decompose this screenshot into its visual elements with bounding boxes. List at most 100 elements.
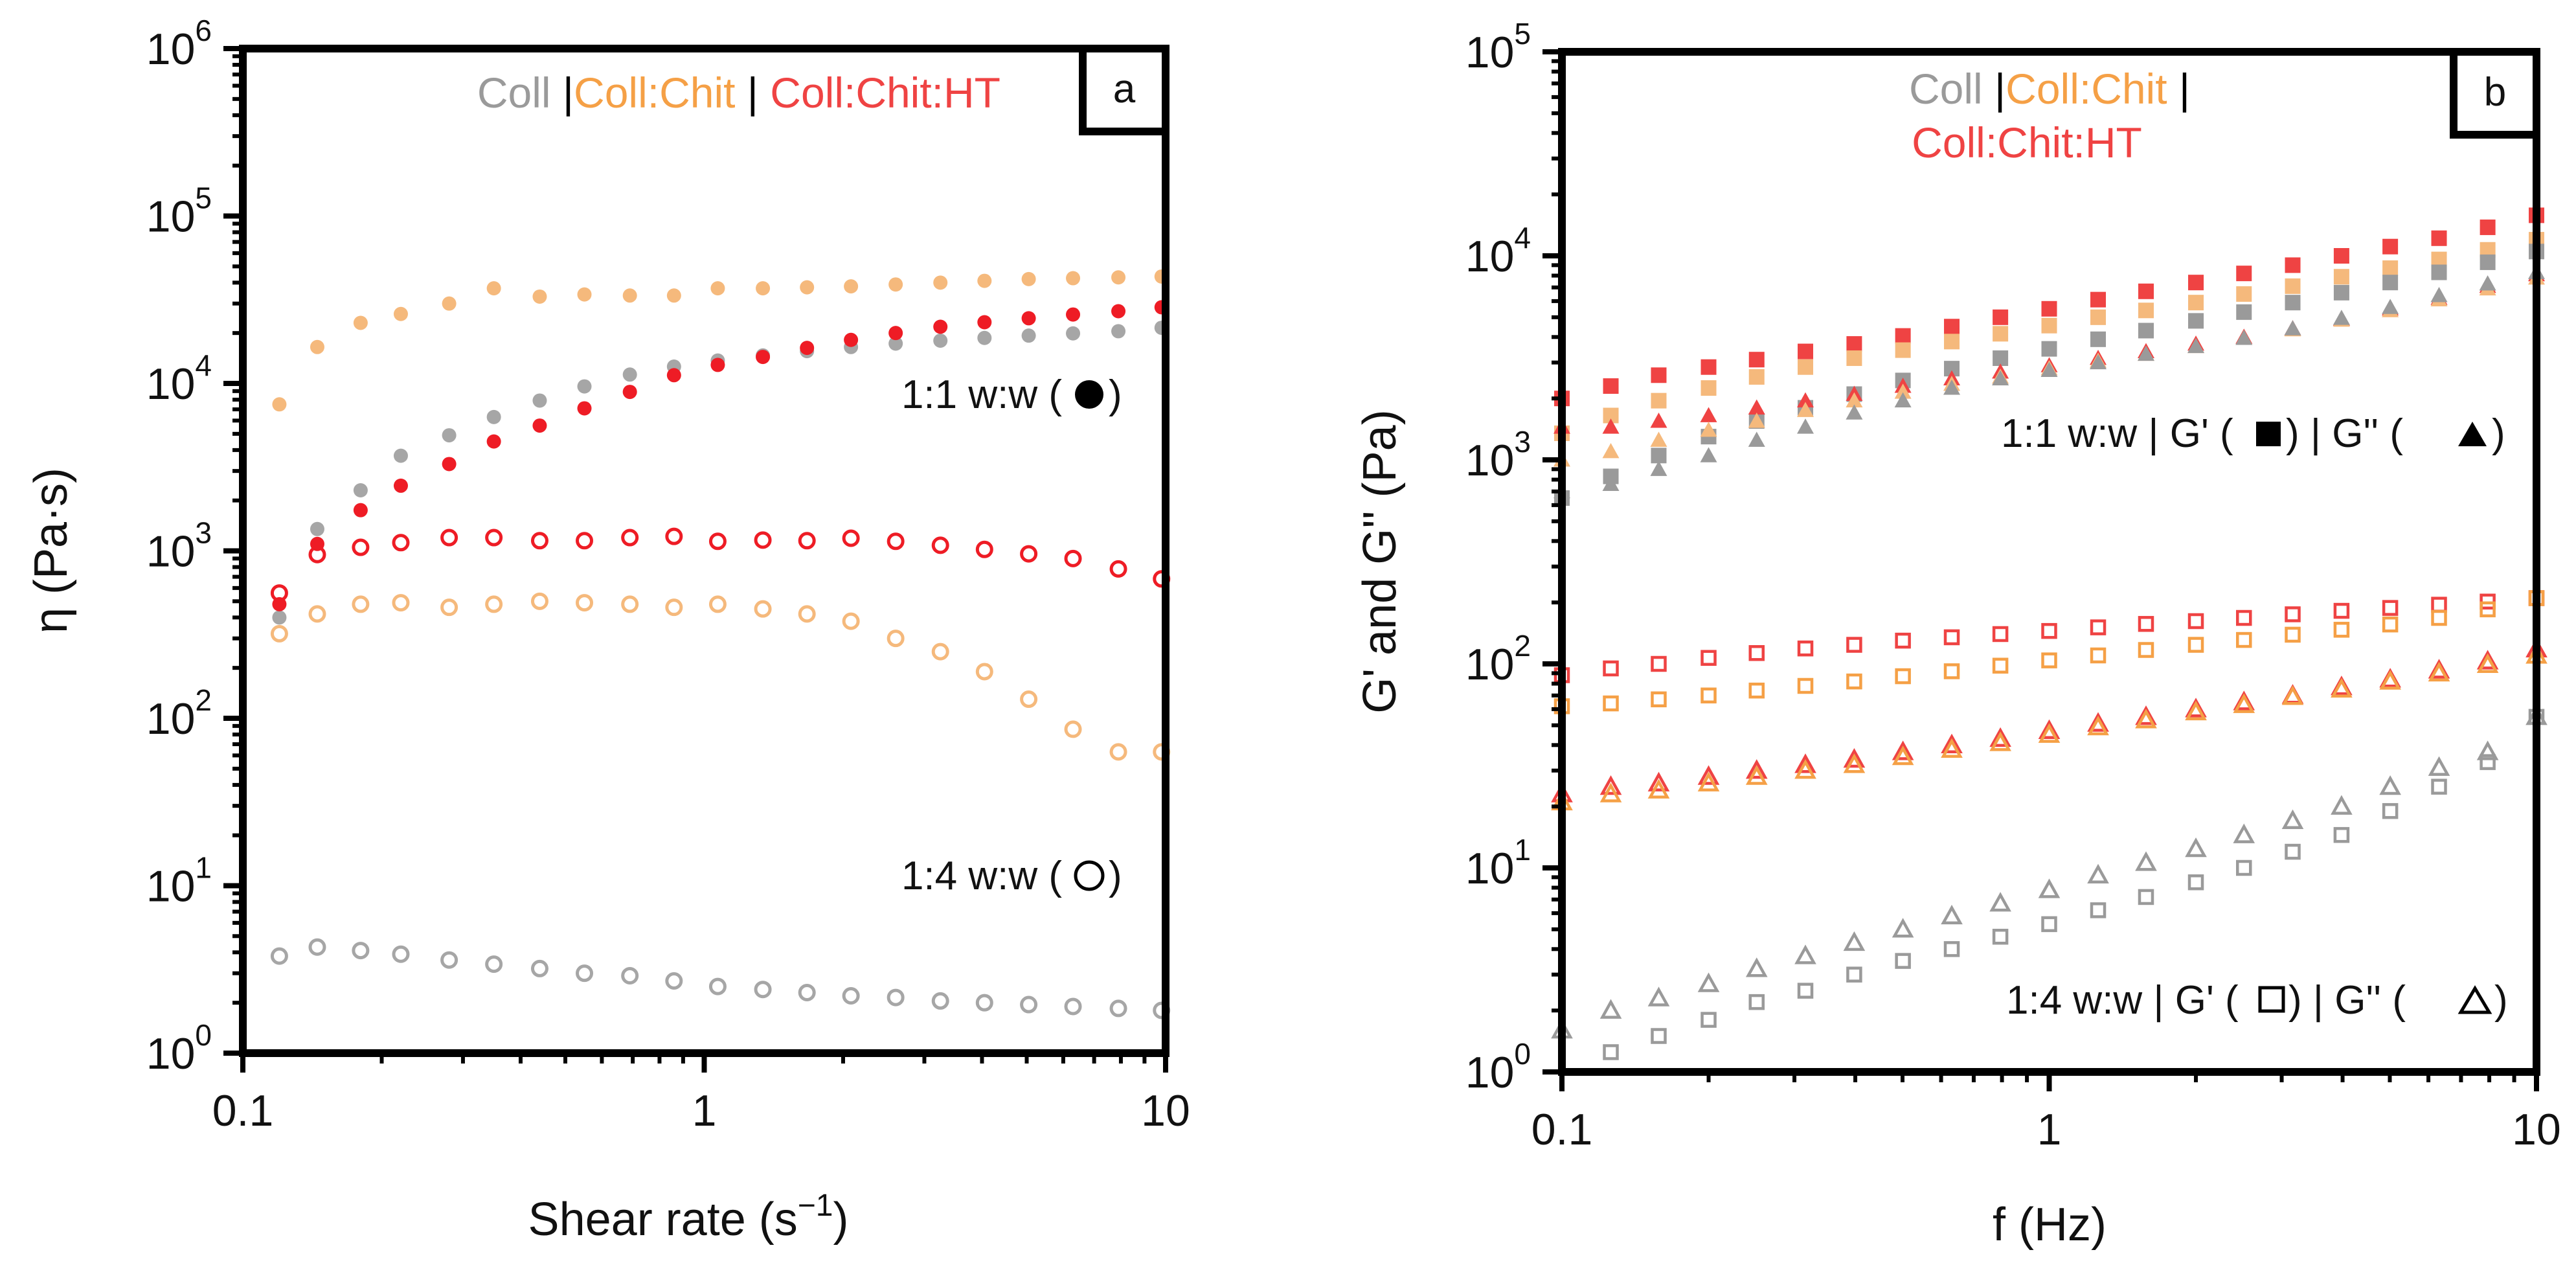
data-point	[2138, 302, 2154, 319]
data-point	[887, 532, 905, 551]
data-point	[800, 280, 815, 295]
data-point	[2090, 354, 2107, 370]
y-tick-label: 100	[1465, 1037, 1531, 1097]
data-point	[1943, 380, 1961, 395]
data-point	[1020, 545, 1038, 563]
data-point	[1647, 779, 1670, 799]
data-point	[1993, 326, 2009, 342]
y-tick-label: 100	[146, 1018, 212, 1078]
data-point	[1846, 350, 1862, 367]
data-point	[485, 955, 503, 973]
data-point	[1895, 953, 1911, 969]
panel-b-anno-1to1-end: )	[2492, 411, 2505, 456]
y-tick-label-base: 10	[146, 25, 196, 74]
data-point	[2038, 878, 2061, 898]
data-point	[1111, 270, 1126, 285]
data-point	[1846, 673, 1862, 690]
y-tick-label-exp: 1	[1514, 833, 1531, 867]
data-point	[2135, 851, 2157, 871]
data-point	[1941, 738, 1963, 758]
data-point	[665, 527, 683, 545]
data-point	[2138, 323, 2154, 339]
y-tick-label-base: 10	[146, 862, 196, 911]
data-point	[756, 350, 771, 365]
data-point	[2090, 902, 2107, 918]
y-tick-label-base: 10	[146, 1029, 196, 1078]
data-point	[1843, 747, 1866, 768]
data-point	[1989, 727, 2011, 747]
data-point	[2333, 269, 2349, 285]
data-point	[2431, 597, 2447, 613]
panel-a-data-marks	[270, 269, 1171, 1019]
data-point	[2038, 719, 2061, 739]
data-point	[2087, 715, 2109, 736]
x-tick-label: 1	[2037, 1105, 2062, 1154]
data-point	[2480, 219, 2496, 235]
data-point	[352, 595, 370, 613]
series-coll-g-1-1	[1554, 264, 2545, 499]
data-point	[1602, 442, 1620, 459]
data-point	[2041, 301, 2057, 317]
data-point	[2185, 700, 2207, 721]
data-point	[708, 532, 727, 551]
data-point	[2040, 361, 2058, 378]
panel-b-data-marks	[1551, 207, 2548, 1060]
data-point	[2236, 286, 2252, 302]
series-coll-g-1-4	[1551, 705, 2548, 1039]
data-point	[1700, 447, 1717, 462]
data-point	[1647, 771, 1670, 791]
data-point	[2138, 889, 2154, 905]
legend-b-coll-chit-ht: Coll:Chit:HT	[1912, 119, 2142, 166]
data-point	[887, 630, 905, 648]
data-point	[1020, 995, 1038, 1014]
data-point	[2480, 254, 2496, 270]
data-point	[756, 281, 771, 296]
b-anno-1to4-text: 1:4 w:w | G' (	[2006, 978, 2239, 1023]
data-point	[1846, 336, 1862, 352]
legend-sep-2: |	[735, 69, 770, 117]
data-point	[1846, 637, 1862, 653]
data-point	[308, 605, 326, 623]
data-point	[308, 938, 326, 956]
data-point	[1895, 668, 1911, 685]
y-tick-label-exp: 3	[1514, 425, 1531, 459]
data-point	[622, 288, 637, 303]
data-point	[1021, 328, 1036, 343]
data-point	[485, 595, 503, 613]
panel-b-legend-line2: Coll:Chit:HT	[1912, 119, 2142, 166]
data-point	[975, 663, 993, 681]
y-tick-label-exp: 0	[1514, 1037, 1531, 1071]
data-point	[440, 951, 458, 969]
data-point	[2285, 278, 2301, 294]
y-tick-label-base: 10	[1465, 844, 1515, 893]
data-point	[270, 624, 288, 643]
data-point	[1700, 421, 1717, 437]
legend-b-coll-chit: Coll:Chit	[2005, 65, 2167, 113]
data-point	[977, 273, 992, 288]
data-point	[798, 605, 816, 623]
data-point	[2284, 320, 2301, 336]
data-point	[622, 367, 637, 382]
y-tick-label-exp: 1	[195, 851, 212, 885]
data-point	[1066, 307, 1081, 322]
data-point	[621, 529, 639, 547]
data-point	[2187, 337, 2205, 354]
data-point	[1064, 997, 1082, 1016]
data-point	[2188, 295, 2204, 311]
panel-b-x-ticks: 0.1 1 10	[1531, 1072, 2561, 1154]
data-point	[1892, 745, 1914, 766]
data-point	[1895, 342, 1911, 358]
y-tick-label-exp: 4	[1514, 221, 1531, 255]
data-point	[2431, 779, 2447, 795]
data-point	[308, 545, 326, 563]
data-point	[2087, 712, 2109, 732]
y-tick-label-base: 10	[146, 527, 196, 576]
x-tick-label: 1	[692, 1086, 717, 1135]
data-point	[353, 315, 368, 330]
data-point	[1992, 370, 2009, 386]
data-point	[754, 981, 772, 999]
data-point	[1992, 626, 2009, 643]
data-point	[1748, 352, 1765, 368]
